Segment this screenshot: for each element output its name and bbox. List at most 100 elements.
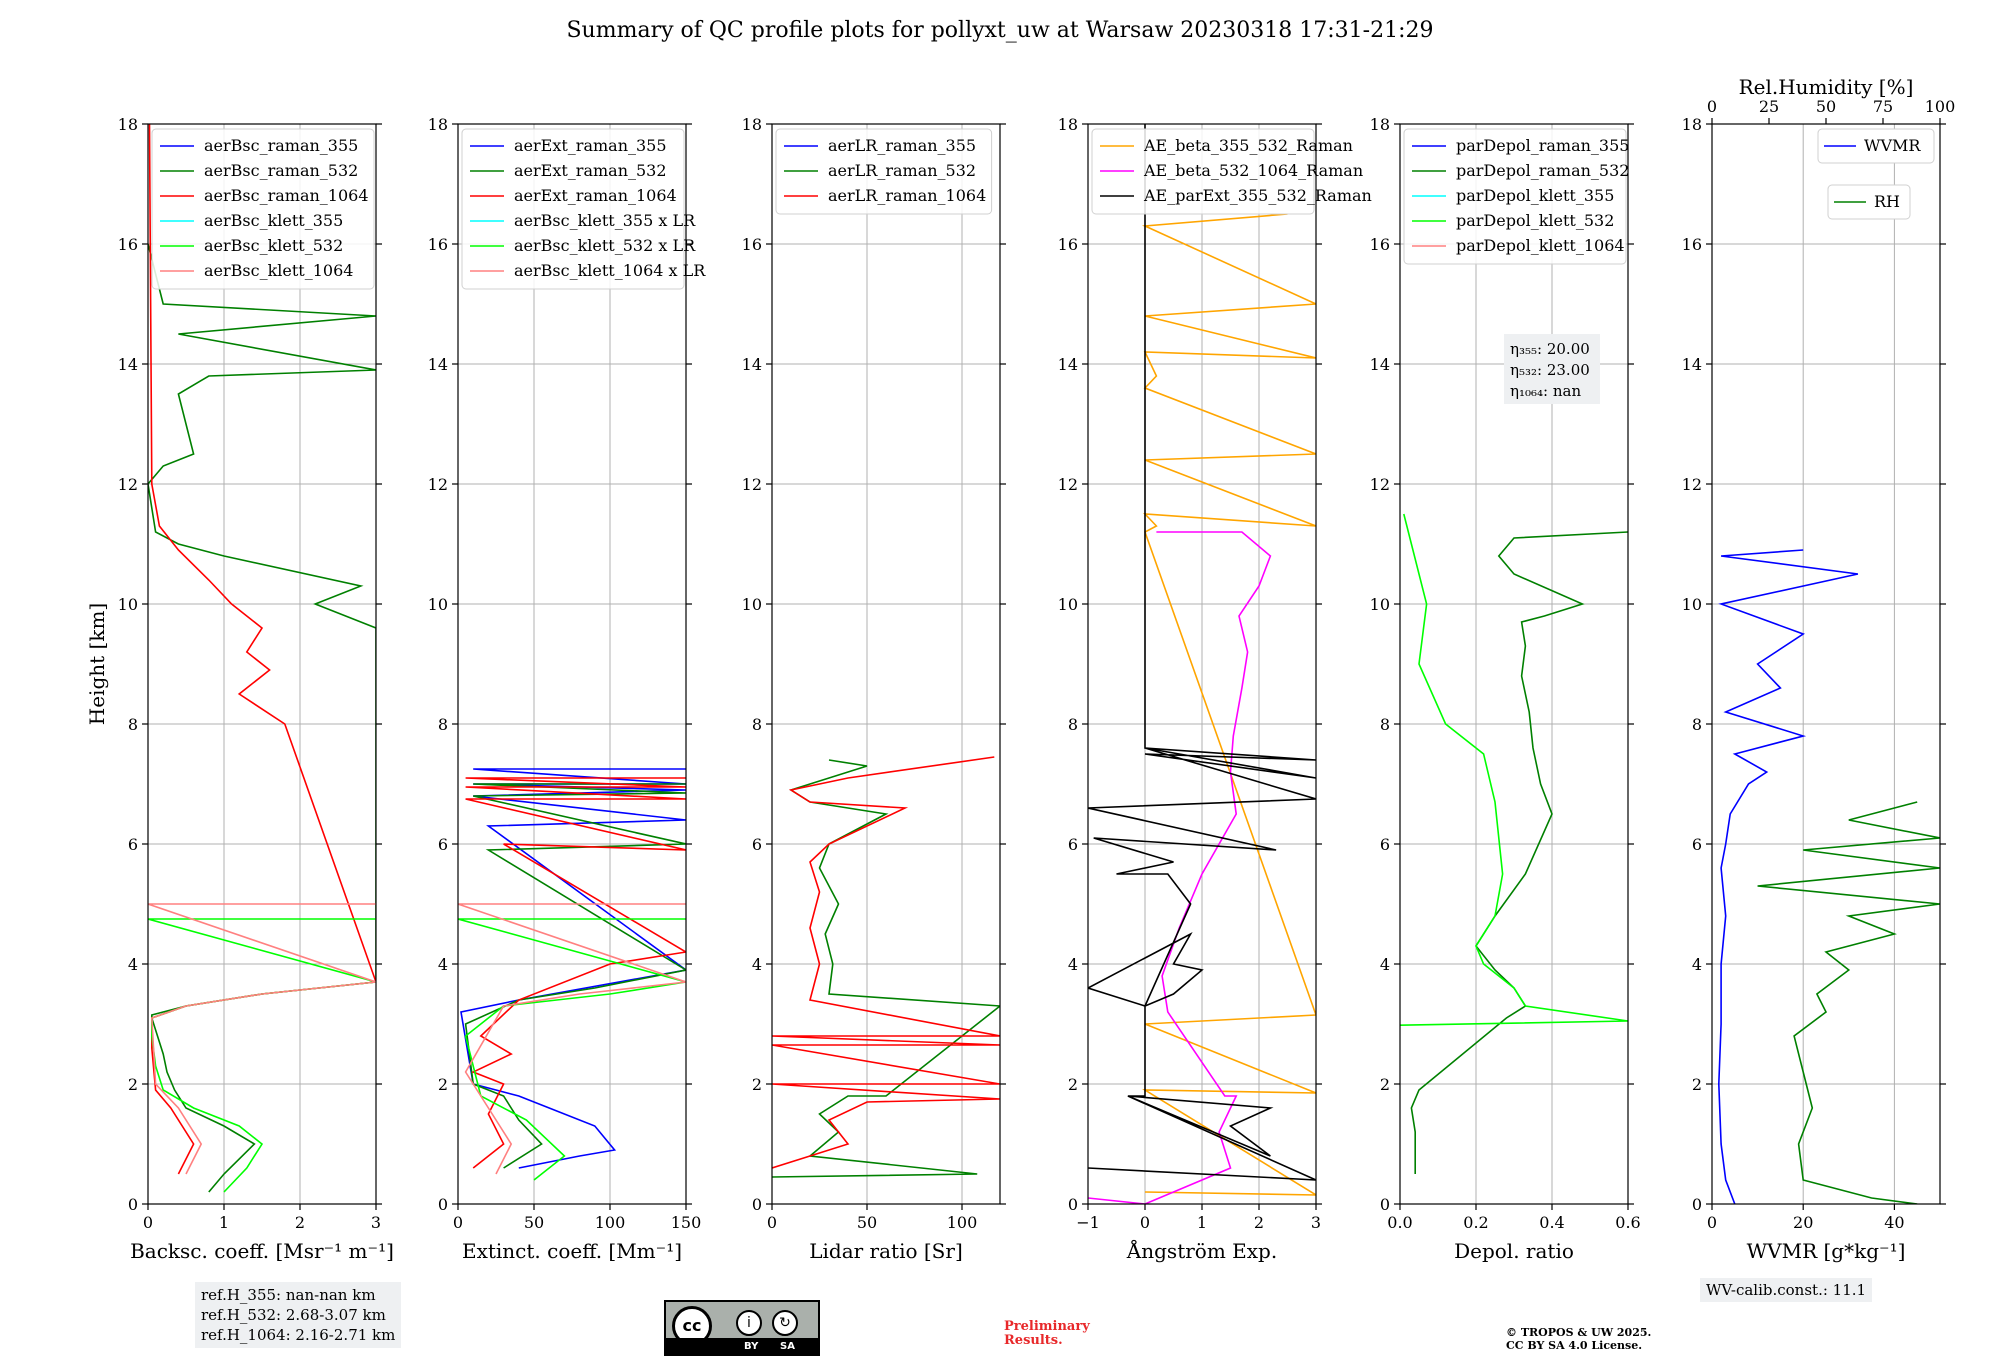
preliminary-note: Preliminary Results. xyxy=(1004,1320,1090,1348)
x-tick-label: 3 xyxy=(371,1213,381,1232)
legend-box xyxy=(151,128,375,290)
y-tick-label: 10 xyxy=(118,595,138,614)
y-tick-label: 14 xyxy=(1370,355,1390,374)
x-axis-label: WVMR [g*kg⁻¹] xyxy=(1747,1239,1906,1263)
y-tick-label: 8 xyxy=(1692,715,1702,734)
y-tick-label: 18 xyxy=(742,115,762,134)
x-tick-label: 0 xyxy=(143,1213,153,1232)
cc-license-logo: cc i ↻ BY SA xyxy=(664,1300,820,1356)
series-line-AE_parExt_355_532_Raman xyxy=(1088,124,1316,1181)
y-tick-label: 2 xyxy=(752,1075,762,1094)
y-tick-label: 8 xyxy=(752,715,762,734)
ref-height-532: ref.H_532: 2.68-3.07 km xyxy=(201,1306,386,1324)
y-tick-label: 4 xyxy=(438,955,448,974)
legend-box xyxy=(775,128,993,215)
y-tick-label: 2 xyxy=(438,1075,448,1094)
preliminary-line-2: Results. xyxy=(1004,1333,1063,1348)
copyright-line-2: CC BY SA 4.0 License. xyxy=(1506,1339,1643,1352)
y-tick-label: 6 xyxy=(128,835,138,854)
series-line-aerBsc_klett_1064 xyxy=(148,903,376,1175)
x-tick-label: 0.4 xyxy=(1539,1213,1564,1232)
series-line-parDepol_klett_532 xyxy=(1400,513,1628,1026)
y-tick-label: 8 xyxy=(128,715,138,734)
y-tick-label: 18 xyxy=(1682,115,1702,134)
x-tick-label: 2 xyxy=(1254,1213,1264,1232)
wv-calibration-box: WV-calib.const.: 11.1 xyxy=(1700,1278,1873,1302)
share-alike-icon: ↻ xyxy=(772,1310,798,1336)
y-tick-label: 6 xyxy=(438,835,448,854)
top-tick-label: 100 xyxy=(1925,97,1956,116)
x-tick-label: 20 xyxy=(1793,1213,1813,1232)
y-tick-label: 16 xyxy=(742,235,762,254)
y-tick-label: 0 xyxy=(128,1195,138,1214)
series-line-WVMR xyxy=(1717,549,1859,1204)
y-tick-label: 0 xyxy=(1380,1195,1390,1214)
legend-label: aerExt_raman_532 xyxy=(514,161,667,180)
eta-annotation-line: η₃₅₅: 20.00 xyxy=(1510,340,1590,358)
x-tick-label: 0.2 xyxy=(1463,1213,1488,1232)
y-tick-label: 8 xyxy=(1380,715,1390,734)
legend-label: aerLR_raman_355 xyxy=(828,136,976,155)
legend-label: parDepol_raman_532 xyxy=(1456,161,1629,180)
y-tick-label: 6 xyxy=(1380,835,1390,854)
y-tick-label: 6 xyxy=(752,835,762,854)
legend-label: aerBsc_klett_1064 x LR xyxy=(514,261,706,280)
x-axis-label: Extinct. coeff. [Mm⁻¹] xyxy=(462,1239,682,1263)
top-tick-label: 0 xyxy=(1707,97,1717,116)
eta-annotation-line: η₁₀₆₄: nan xyxy=(1510,382,1581,400)
series-line-AE_beta_355_532_Raman xyxy=(1141,213,1316,1196)
y-tick-label: 10 xyxy=(1370,595,1390,614)
top-tick-label: 25 xyxy=(1759,97,1779,116)
x-tick-label: 0.6 xyxy=(1615,1213,1640,1232)
plot-frame xyxy=(457,123,687,1205)
y-tick-label: 12 xyxy=(428,475,448,494)
series-line-aerLR_raman_1064 xyxy=(772,756,1000,1169)
legend-label: WVMR xyxy=(1864,136,1921,155)
legend-label: aerExt_raman_1064 xyxy=(514,186,677,205)
top-axis-label: Rel.Humidity [%] xyxy=(1739,75,1914,99)
series-line-aerExt_raman_1064 xyxy=(465,777,686,1169)
eta-annotation-box xyxy=(1504,334,1600,404)
y-tick-label: 2 xyxy=(1692,1075,1702,1094)
copyright-line-1: © TROPOS & UW 2025. xyxy=(1506,1326,1652,1339)
legend-label: aerBsc_klett_1064 xyxy=(204,261,353,280)
series-line-aerExt_raman_532 xyxy=(464,783,686,1169)
preliminary-line-1: Preliminary xyxy=(1004,1319,1090,1334)
y-tick-label: 10 xyxy=(1058,595,1078,614)
legend-label: RH xyxy=(1874,192,1900,211)
series-line-aerLR_raman_532 xyxy=(772,759,1000,1178)
series-line-aerBsc_klett_532 x LR xyxy=(458,918,686,1181)
legend-box xyxy=(1817,128,1935,164)
x-tick-label: 1 xyxy=(219,1213,229,1232)
y-tick-label: 10 xyxy=(428,595,448,614)
y-tick-label: 18 xyxy=(118,115,138,134)
y-tick-label: 18 xyxy=(428,115,448,134)
legend-label: aerBsc_klett_355 x LR xyxy=(514,211,696,230)
top-tick-label: 50 xyxy=(1816,97,1836,116)
x-tick-label: 2 xyxy=(295,1213,305,1232)
legend-box xyxy=(1091,128,1315,215)
figure-title: Summary of QC profile plots for pollyxt_… xyxy=(566,18,1434,43)
ref-height-1064: ref.H_1064: 2.16-2.71 km xyxy=(201,1326,396,1344)
legend-label: aerBsc_klett_532 xyxy=(204,236,343,255)
panel-2: 0 2 4 6 8 10 12 14 16 18 0 50 100 150 Extinct. coeff. … xyxy=(428,115,707,1263)
legend-box xyxy=(461,128,685,290)
y-tick-label: 14 xyxy=(118,355,138,374)
y-tick-label: 4 xyxy=(128,955,138,974)
plot-frame xyxy=(147,123,377,1205)
attribution-icon: i xyxy=(736,1310,762,1336)
legend-label: parDepol_klett_1064 xyxy=(1456,236,1625,255)
reference-height-box: ref.H_355: nan-nan km ref.H_532: 2.68-3.… xyxy=(195,1282,402,1348)
cc-by-label: BY xyxy=(744,1341,759,1352)
y-tick-label: 14 xyxy=(1058,355,1078,374)
cc-sa-label: SA xyxy=(780,1341,795,1352)
x-tick-label: 50 xyxy=(524,1213,544,1232)
y-tick-label: 0 xyxy=(1068,1195,1078,1214)
y-tick-label: 12 xyxy=(1682,475,1702,494)
y-tick-label: 2 xyxy=(128,1075,138,1094)
legend-label: aerBsc_klett_355 xyxy=(204,211,343,230)
x-tick-label: 0.0 xyxy=(1387,1213,1412,1232)
series-line-aerBsc_raman_532 xyxy=(148,243,376,1193)
y-tick-label: 12 xyxy=(1058,475,1078,494)
